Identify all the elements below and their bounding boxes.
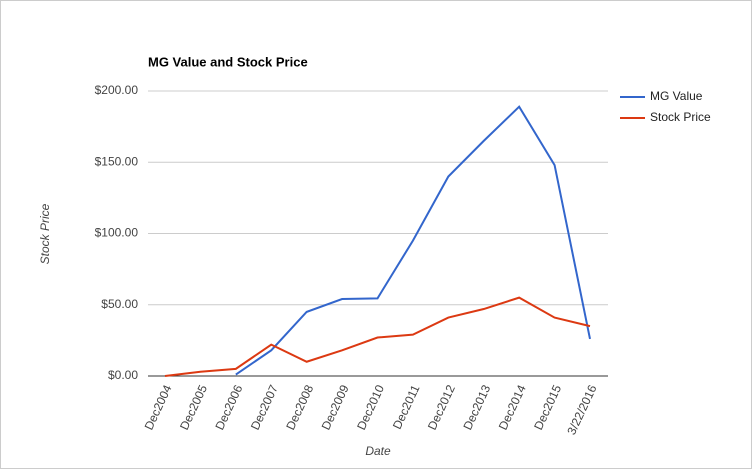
- chart-title: MG Value and Stock Price: [148, 54, 308, 69]
- y-tick-label: $100.00: [95, 226, 139, 240]
- y-tick-label: $50.00: [101, 297, 138, 311]
- legend-label: Stock Price: [650, 110, 711, 124]
- y-tick-label: $150.00: [95, 154, 139, 168]
- x-axis-label: Date: [365, 444, 391, 458]
- y-tick-label: $200.00: [95, 83, 139, 97]
- y-tick-label: $0.00: [108, 368, 138, 382]
- series-line: [164, 296, 591, 377]
- y-axis-label: Stock Price: [38, 203, 52, 264]
- series-line: [235, 105, 591, 376]
- legend-label: MG Value: [650, 89, 703, 103]
